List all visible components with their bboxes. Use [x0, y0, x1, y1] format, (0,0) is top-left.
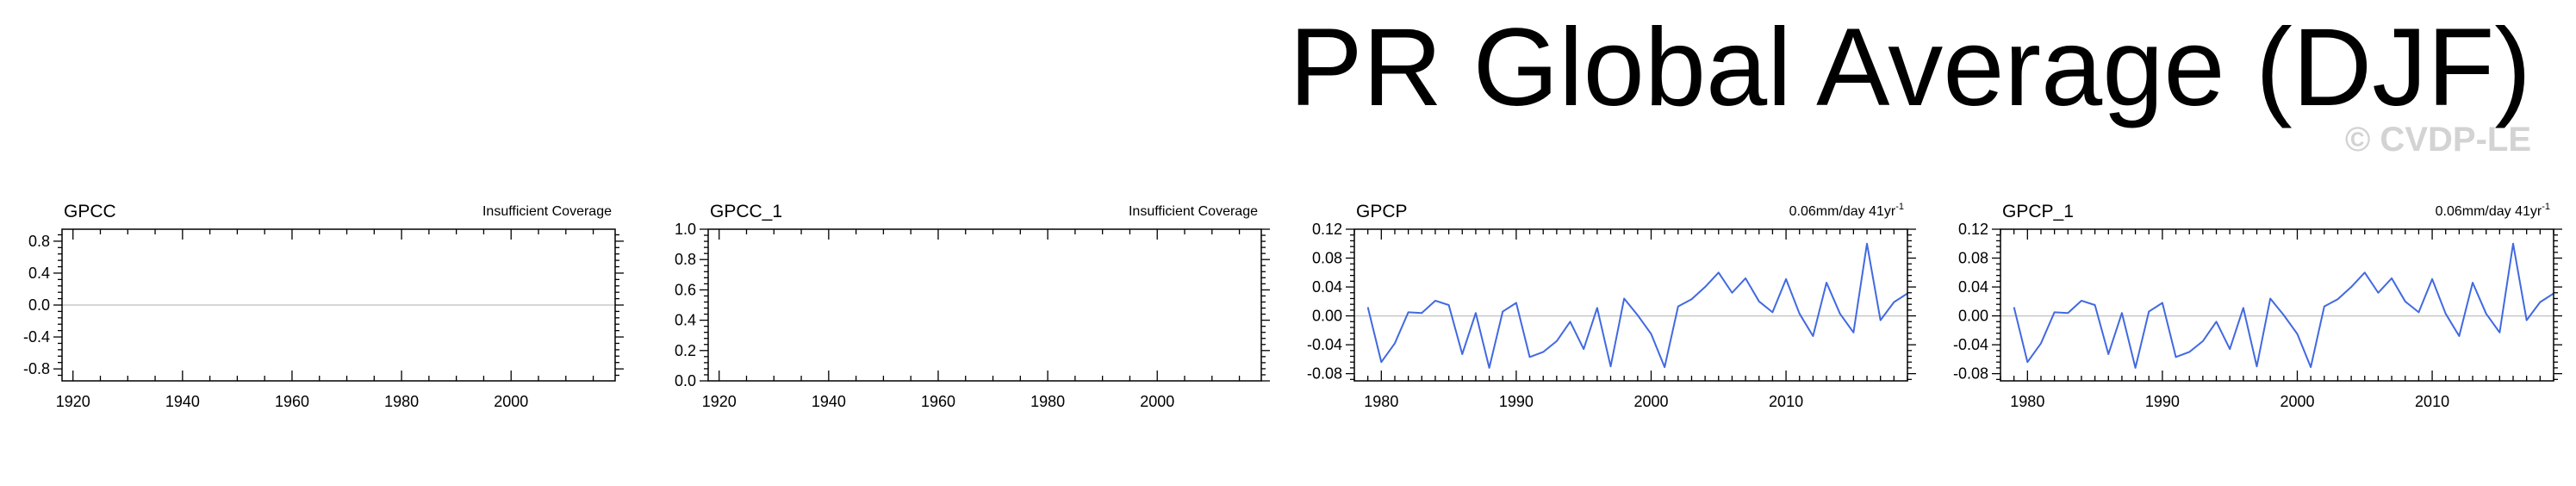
y-tick-label: -0.04	[1307, 336, 1342, 353]
y-tick-label: 0.08	[1312, 250, 1342, 267]
x-tick-label: 1980	[1364, 393, 1398, 410]
copyright-watermark: © CVDP-LE	[2344, 121, 2531, 159]
y-tick-label: 0.8	[675, 251, 696, 268]
y-tick-label: -0.4	[23, 328, 50, 346]
y-tick-label: 1.0	[675, 221, 696, 238]
x-tick-label: 1980	[384, 393, 419, 410]
y-tick-label: 0.4	[675, 312, 696, 329]
x-tick-label: 2010	[2415, 393, 2449, 410]
y-tick-label: 0.12	[1958, 221, 1988, 238]
annotation-superscript: -1	[1895, 202, 1904, 212]
y-tick-label: -0.8	[23, 360, 50, 377]
series-line	[2013, 242, 2554, 369]
y-tick-label: 0.04	[1958, 278, 1988, 296]
panel-title: GPCC	[64, 202, 116, 221]
plot-frame	[2000, 228, 2554, 382]
x-tick-label: 2000	[1633, 393, 1668, 410]
y-tick-label: -0.08	[1953, 365, 1988, 383]
plot-frame	[1353, 228, 1908, 382]
panel-title: GPCC_1	[710, 202, 782, 221]
x-tick-label: 1920	[56, 393, 90, 410]
y-tick-label: 0.8	[28, 233, 50, 250]
x-tick-label: 1990	[1499, 393, 1534, 410]
x-tick-label: 2000	[1140, 393, 1174, 410]
chart-panel-gpcc: GPCC Insufficient Coverage 1920 1940 1960 198…	[23, 202, 624, 410]
y-tick-label: 0.12	[1312, 221, 1342, 238]
y-tick-label: 0.00	[1958, 308, 1988, 325]
panel-annotation: Insufficient Coverage	[1129, 204, 1258, 219]
annotation-superscript: -1	[2542, 202, 2550, 212]
y-tick-label: 0.2	[675, 342, 696, 359]
x-tick-label: 1920	[702, 393, 737, 410]
plot-frame	[707, 228, 1262, 382]
x-tick-label: 2010	[1769, 393, 1803, 410]
x-tick-label: 1980	[1030, 393, 1065, 410]
x-tick-label: 1990	[2145, 393, 2180, 410]
y-tick-label: -0.04	[1953, 336, 1988, 353]
chart-panel-gpcc-1: GPCC_1 Insufficient Coverage 1920 1940 1960 1…	[675, 202, 1270, 410]
y-tick-label: 0.04	[1312, 278, 1342, 296]
x-tick-label: 1980	[2010, 393, 2044, 410]
y-tick-label: 0.00	[1312, 308, 1342, 325]
chart-panel-gpcp: GPCP 0.06mm/day 41yr-1 1980 1990 2000 2010 -0.…	[1307, 202, 1916, 410]
page-title: PR Global Average (DJF)	[1289, 6, 2531, 129]
panel-annotation: Insufficient Coverage	[482, 204, 612, 219]
y-tick-label: 0.0	[28, 296, 50, 314]
panel-title: GPCP	[1356, 202, 1408, 221]
x-tick-label: 2000	[2280, 393, 2314, 410]
chart-panel-gpcp-1: GPCP_1 0.06mm/day 41yr-1 1980 1990 2000 2010 -…	[1953, 202, 2562, 410]
x-tick-label: 1940	[165, 393, 200, 410]
x-tick-label: 2000	[494, 393, 528, 410]
series-line	[1366, 242, 1908, 369]
panel-title: GPCP_1	[2002, 202, 2074, 221]
y-tick-label: 0.08	[1958, 250, 1988, 267]
x-tick-label: 1960	[921, 393, 955, 410]
panel-annotation: 0.06mm/day 41yr-1	[1789, 202, 1904, 219]
y-tick-label: 0.6	[675, 281, 696, 298]
y-tick-label: 0.4	[28, 265, 50, 282]
panel-annotation: 0.06mm/day 41yr-1	[2436, 202, 2550, 219]
x-tick-label: 1960	[275, 393, 309, 410]
x-tick-label: 1940	[812, 393, 846, 410]
y-tick-label: 0.0	[675, 372, 696, 389]
y-tick-label: -0.08	[1307, 365, 1342, 383]
